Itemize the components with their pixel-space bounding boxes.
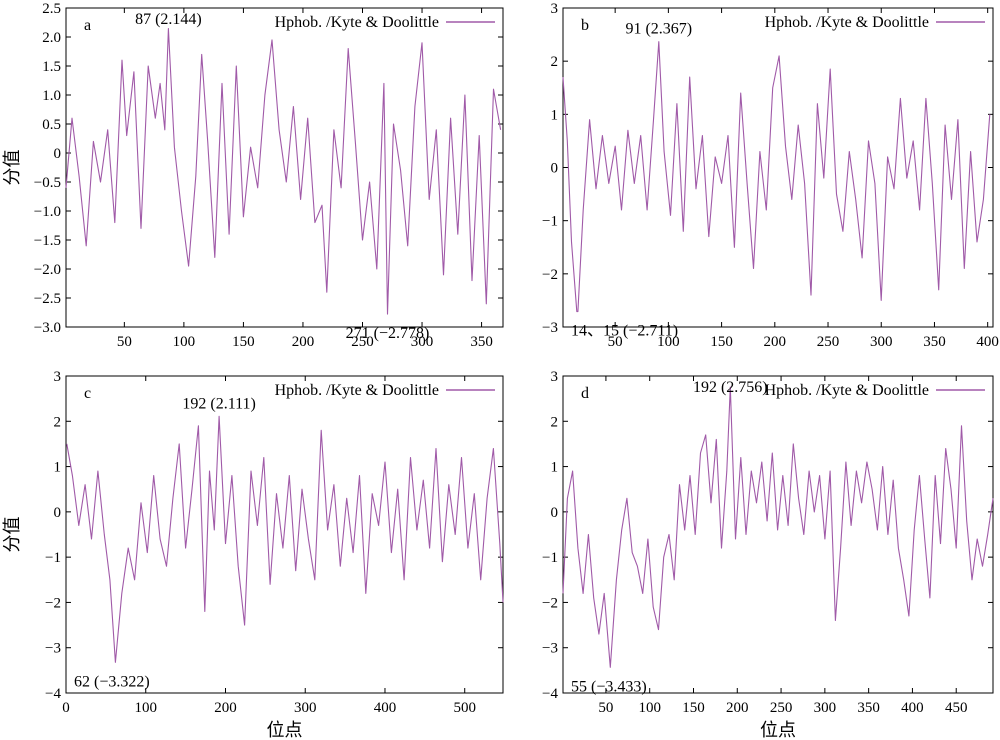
y-tick-label: 2.0	[42, 30, 61, 46]
peak-annotation: 192 (2.756)	[693, 379, 768, 396]
plot-frame	[562, 7, 994, 328]
y-tick-label: −1	[45, 550, 61, 566]
x-tick-label: 200	[764, 334, 787, 350]
y-tick-label: 1	[551, 460, 559, 476]
y-tick-label: 2	[551, 414, 559, 430]
y-tick-label: 0	[551, 505, 559, 521]
y-tick-label: −4	[542, 686, 558, 702]
y-tick-label: −4	[45, 686, 61, 702]
y-tick-label: 2.5	[42, 1, 61, 17]
peak-annotation: 91 (2.367)	[625, 21, 692, 38]
x-tick-label: 50	[598, 700, 613, 716]
peak-annotation: 192 (2.111)	[182, 395, 255, 412]
legend-label: Hphob. /Kyte & Doolittle	[275, 14, 439, 31]
peak-annotation: 87 (2.144)	[135, 11, 202, 28]
y-axis-label: 分值	[2, 517, 22, 553]
x-tick-label: 450	[945, 700, 968, 716]
series-line	[65, 28, 502, 315]
x-tick-label: 300	[294, 700, 317, 716]
series-line	[66, 415, 504, 663]
x-tick-label: 400	[976, 334, 999, 350]
y-tick-label: 1	[54, 460, 62, 476]
y-tick-label: 0	[54, 505, 62, 521]
y-tick-label: −1	[542, 550, 558, 566]
y-tick-label: 2	[551, 54, 559, 70]
x-tick-label: 100	[657, 334, 680, 350]
x-tick-label: 200	[292, 334, 315, 350]
y-tick-label: −2	[542, 595, 558, 611]
series-line	[562, 41, 991, 313]
panel-label: c	[84, 385, 91, 402]
y-axis-label: 分值	[2, 150, 22, 186]
y-tick-label: −2.5	[34, 291, 61, 307]
x-tick-label: 50	[608, 334, 623, 350]
y-tick-label: −0.5	[34, 175, 61, 191]
x-tick-label: 300	[870, 334, 893, 350]
panel-a: −3.0 −2.5 −2.0 −1.5 −1.0 −0.5 0 0.5 1.0 1.5 2.0 2.5…	[2, 1, 504, 350]
panel-c: −4 −3 −2 −1 0 1 2 3 0 100 200 300 400 500 c Hphob. /Kyt…	[2, 369, 504, 740]
y-tick-label: −1.0	[34, 204, 61, 220]
y-tick-label: −1.5	[34, 233, 61, 249]
x-tick-label: 350	[470, 334, 493, 350]
y-tick-label: 1	[551, 107, 559, 123]
x-axis-label: 位点	[267, 720, 303, 740]
plot-frame	[65, 7, 504, 328]
x-tick-label: 250	[770, 700, 793, 716]
y-tick-label: −2	[542, 267, 558, 283]
x-tick-label: 100	[134, 700, 157, 716]
y-tick-label: 3	[551, 1, 559, 17]
plot-frame	[65, 375, 504, 694]
y-tick-label: 1.5	[42, 59, 61, 75]
legend-label: Hphob. /Kyte & Doolittle	[765, 14, 929, 31]
x-tick-label: 150	[232, 334, 255, 350]
y-tick-label: −3.0	[34, 320, 61, 336]
x-tick-label: 300	[814, 700, 837, 716]
y-tick-label: 3	[551, 369, 559, 385]
x-tick-label: 100	[173, 334, 196, 350]
y-tick-label: 3	[54, 369, 62, 385]
y-tick-label: 2	[54, 414, 62, 430]
y-tick-label: −3	[45, 641, 61, 657]
panel-label: a	[84, 17, 91, 34]
x-tick-label: 300	[411, 334, 434, 350]
y-tick-label: −2	[45, 595, 61, 611]
plot-frame	[562, 375, 994, 694]
x-tick-label: 150	[682, 700, 705, 716]
legend-label: Hphob. /Kyte & Doolittle	[765, 382, 929, 399]
panel-label: b	[581, 17, 589, 34]
y-tick-label: 0.5	[42, 117, 61, 133]
panel-label: d	[581, 385, 589, 402]
x-tick-label: 400	[901, 700, 924, 716]
x-tick-label: 350	[857, 700, 880, 716]
y-tick-label: 0	[551, 161, 559, 177]
x-tick-label: 200	[726, 700, 749, 716]
y-tick-label: −2.0	[34, 262, 61, 278]
x-tick-label: 250	[817, 334, 840, 350]
peak-annotation: 14、15 (−2.711)	[571, 323, 678, 340]
y-tick-label: −3	[542, 641, 558, 657]
series-line	[562, 386, 994, 668]
x-tick-label: 400	[374, 700, 397, 716]
y-tick-label: 1.0	[42, 88, 61, 104]
y-tick-label: 0	[54, 146, 62, 162]
x-axis-label: 位点	[760, 720, 796, 740]
x-tick-label: 350	[923, 334, 946, 350]
x-tick-label: 100	[638, 700, 661, 716]
x-tick-label: 150	[710, 334, 733, 350]
x-tick-label: 0	[62, 700, 70, 716]
x-tick-label: 50	[117, 334, 132, 350]
peak-annotation: 62 (−3.322)	[74, 673, 150, 690]
peak-annotation: 55 (−3.433)	[571, 678, 647, 695]
x-tick-label: 250	[351, 334, 374, 350]
y-tick-label: −1	[542, 214, 558, 230]
y-tick-label: −3	[542, 320, 558, 336]
x-tick-label: 500	[453, 700, 476, 716]
peak-annotation: 271 (−2.778)	[346, 325, 430, 342]
legend-label: Hphob. /Kyte & Doolittle	[275, 382, 439, 399]
x-tick-label: 200	[214, 700, 237, 716]
